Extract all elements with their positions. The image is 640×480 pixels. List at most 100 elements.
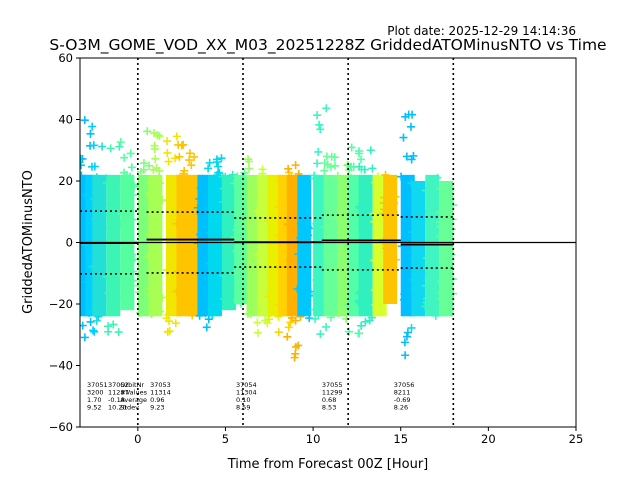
data-point [164, 157, 173, 166]
data-point [444, 201, 453, 210]
data-point [245, 164, 254, 173]
data-point [112, 293, 121, 302]
data-clusters [80, 104, 458, 362]
data-point [135, 255, 144, 264]
data-point [344, 327, 353, 336]
data-point [98, 142, 107, 151]
data-point [97, 260, 106, 269]
data-point [325, 288, 334, 297]
data-point [165, 271, 174, 280]
data-point [184, 189, 193, 198]
data-point [158, 293, 167, 302]
data-point [322, 322, 331, 331]
data-point [145, 284, 154, 293]
data-point [375, 289, 384, 298]
cluster-10 [193, 174, 216, 332]
data-point [246, 257, 255, 266]
cluster-7 [162, 132, 184, 336]
data-point [258, 188, 267, 197]
data-point [240, 168, 249, 177]
data-point [80, 196, 87, 205]
data-point [337, 193, 346, 202]
data-point [316, 330, 325, 339]
data-point [320, 223, 329, 232]
cluster-3 [102, 142, 125, 337]
data-point [135, 206, 144, 215]
data-point [409, 151, 418, 160]
data-point [217, 154, 226, 163]
data-point [381, 244, 390, 253]
data-point [360, 165, 369, 174]
data-point [435, 208, 444, 217]
data-point [196, 210, 205, 219]
x-tick-label: 15 [393, 432, 408, 446]
data-point [223, 218, 232, 227]
data-point [408, 228, 417, 237]
annotation-line: -0.18 [108, 396, 125, 404]
data-point [297, 280, 306, 289]
orbit-annotation-0: 37051 3200 1.70 9.52 [87, 381, 108, 412]
data-point [171, 154, 180, 163]
data-point [326, 313, 335, 322]
data-point [190, 152, 199, 161]
data-point [389, 198, 398, 207]
data-point [267, 207, 276, 216]
annotation-line: 37056 [394, 381, 415, 389]
data-point [165, 327, 174, 336]
data-point [90, 327, 99, 336]
data-point [286, 256, 295, 265]
data-point [197, 282, 206, 291]
data-point [141, 202, 150, 211]
data-point [303, 223, 312, 232]
annotation-line: 37053 [150, 381, 171, 389]
cluster-11 [204, 154, 226, 319]
cluster-core-15 [257, 174, 272, 317]
data-point [371, 300, 380, 309]
annotation-line: 8.53 [322, 404, 336, 412]
data-point [313, 111, 322, 120]
orbit-annotation-4: 37054 11304 0.10 8.59 [236, 381, 257, 412]
data-point [86, 317, 95, 326]
data-point [424, 272, 433, 281]
x-tick-label: 5 [222, 432, 229, 446]
data-point [266, 292, 275, 301]
annotation-line: 37051 [87, 381, 108, 389]
data-point [397, 242, 406, 251]
data-point [322, 104, 331, 113]
data-point [108, 253, 117, 262]
data-point [401, 112, 410, 121]
data-point [249, 294, 258, 303]
data-point [158, 196, 167, 205]
chart-title: S-O3M_GOME_VOD_XX_M03_20251228Z GriddedA… [49, 36, 606, 55]
data-point [267, 181, 276, 190]
cluster-26 [379, 170, 400, 304]
data-point [84, 184, 93, 193]
x-tick-label: 20 [481, 432, 496, 446]
y-tick-label: −60 [49, 420, 73, 434]
data-point [407, 155, 416, 164]
data-point [444, 224, 453, 233]
data-point [339, 277, 348, 286]
data-point [128, 215, 137, 224]
data-point [84, 243, 93, 252]
data-point [125, 301, 134, 310]
data-point [391, 255, 400, 264]
cluster-29 [421, 173, 442, 320]
data-point [177, 280, 186, 289]
data-point [433, 173, 442, 182]
data-point [188, 311, 197, 320]
orbit-annotation-6: 37056 8211 -0.69 8.26 [394, 381, 415, 412]
data-point [314, 147, 323, 156]
data-point [290, 353, 299, 362]
data-point [402, 223, 411, 232]
data-point [121, 234, 130, 243]
data-point [324, 202, 333, 211]
data-point [145, 190, 154, 199]
data-point [371, 178, 380, 187]
data-point [312, 219, 321, 228]
data-point [279, 255, 288, 264]
data-point [83, 278, 92, 287]
data-point [127, 163, 136, 172]
data-point [223, 242, 232, 251]
data-point [149, 165, 158, 174]
